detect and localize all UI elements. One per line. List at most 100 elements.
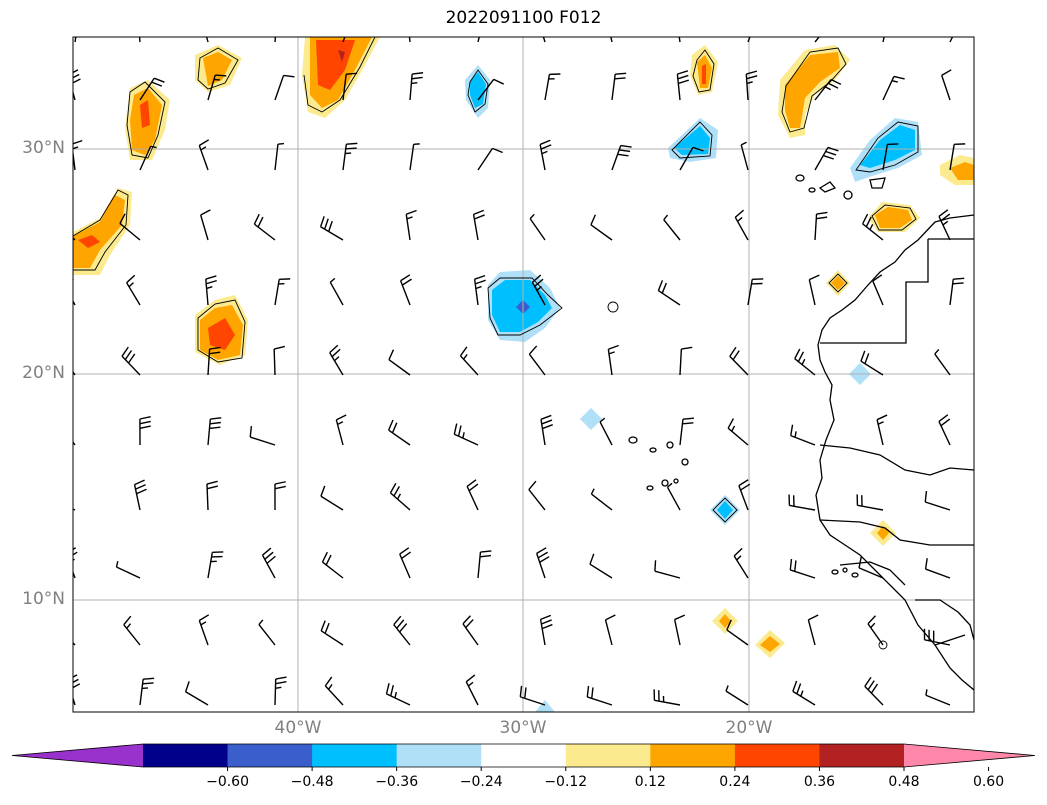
colorbar-tick-label: 0.24 (719, 774, 751, 790)
wind-barb (740, 141, 749, 171)
wind-barb (949, 277, 965, 306)
map-frame (72, 36, 975, 713)
wind-barb (319, 216, 344, 241)
wind-barb (790, 424, 816, 446)
colorbar-tick-label: 0.12 (634, 774, 666, 790)
lat-label-10n: 10°N (22, 589, 65, 609)
wind-barbs (73, 37, 966, 706)
wind-barb (274, 481, 286, 511)
colorbar (11, 743, 1036, 771)
wind-barb (676, 70, 690, 101)
wind-barb (589, 553, 613, 579)
wind-barb (473, 274, 486, 306)
wind-barb (466, 479, 479, 511)
wind-barb (860, 350, 884, 376)
colorbar-tick-label: −0.48 (290, 774, 334, 790)
wind-barb (856, 494, 884, 511)
wind-barb (938, 209, 951, 241)
colorbar-segment (650, 744, 736, 767)
wind-barb (73, 69, 81, 101)
wind-barb (673, 614, 686, 646)
wind-barb (198, 139, 210, 171)
wind-barb (858, 556, 884, 579)
wind-barb (472, 209, 485, 241)
wind-barb (205, 275, 217, 306)
wind-barb (726, 619, 749, 646)
colorbar-segment (734, 744, 820, 767)
wind-barb (678, 37, 681, 43)
wind-barb (342, 142, 358, 171)
wind-barb (320, 485, 344, 511)
colorbar-tick-label: 0.60 (972, 774, 1005, 790)
wind-barb (477, 550, 492, 579)
wind-barb (923, 628, 951, 646)
wind-barb (74, 37, 77, 43)
wind-barb (607, 344, 619, 376)
wind-barb (261, 547, 276, 579)
wind-barb (867, 615, 884, 646)
wind-barb (653, 689, 681, 706)
wind-barb (139, 677, 155, 706)
wind-barb (528, 480, 546, 511)
wind-barb (794, 348, 816, 376)
wind-barb (115, 560, 141, 579)
wind-barb (539, 139, 552, 171)
wind-barb (529, 213, 546, 241)
wind-barb (73, 508, 76, 511)
wind-barb (465, 674, 479, 706)
wind-barb (657, 280, 681, 306)
colorbar-segment (143, 744, 229, 767)
lon-label-40w: 40°W (274, 718, 322, 738)
wind-barb (654, 560, 681, 579)
wind-barb (477, 37, 480, 43)
wind-barb (872, 274, 884, 306)
wind-barb (139, 416, 151, 446)
colorbar-tick-label: −0.24 (459, 774, 503, 790)
wind-barb (409, 72, 424, 101)
colorbar-extend-low (12, 744, 143, 767)
wind-barb (934, 349, 951, 376)
wind-barb (274, 37, 277, 43)
colorbar-tick-label: −0.12 (544, 774, 588, 790)
wind-barb (745, 70, 758, 101)
wind-barb (814, 211, 828, 241)
wind-barb (814, 78, 842, 101)
colorbar-tick-label: 0.48 (888, 774, 920, 790)
wind-barb (586, 685, 613, 706)
colorbar-segment (396, 744, 482, 767)
wind-barb (385, 683, 411, 706)
wind-barb (274, 74, 295, 101)
wind-barb (925, 689, 951, 706)
wind-barb (733, 547, 749, 579)
wind-barb (531, 274, 546, 306)
wind-barb (73, 674, 81, 706)
lat-label-20n: 20°N (22, 363, 65, 383)
wind-barb (273, 345, 286, 376)
lat-label-30n: 30°N (22, 138, 65, 158)
wind-barb (738, 479, 751, 511)
wind-barb (604, 614, 616, 646)
wind-barb (405, 209, 417, 241)
colorbar-segment (819, 744, 905, 767)
positive-anomaly-shading (73, 37, 974, 658)
wind-barb (611, 144, 632, 171)
wind-barb (924, 558, 951, 579)
wind-barb (207, 346, 221, 376)
colorbar-segment (565, 744, 651, 767)
wind-barb (342, 37, 346, 43)
colorbar-tick-label: −0.60 (206, 774, 249, 790)
colorbar-segment (312, 744, 398, 767)
wind-barb (611, 72, 627, 101)
wind-barb (876, 414, 888, 446)
wind-barb (119, 213, 141, 241)
wind-barb (253, 213, 276, 241)
lon-label-30w: 30°W (499, 718, 547, 738)
wind-barb (139, 77, 165, 101)
lon-label-20w: 20°W (725, 718, 773, 738)
wind-barb (126, 274, 141, 306)
wind-barb (747, 278, 764, 306)
wind-barb (249, 426, 276, 446)
wind-barb (539, 614, 553, 646)
wind-barb (679, 346, 693, 376)
